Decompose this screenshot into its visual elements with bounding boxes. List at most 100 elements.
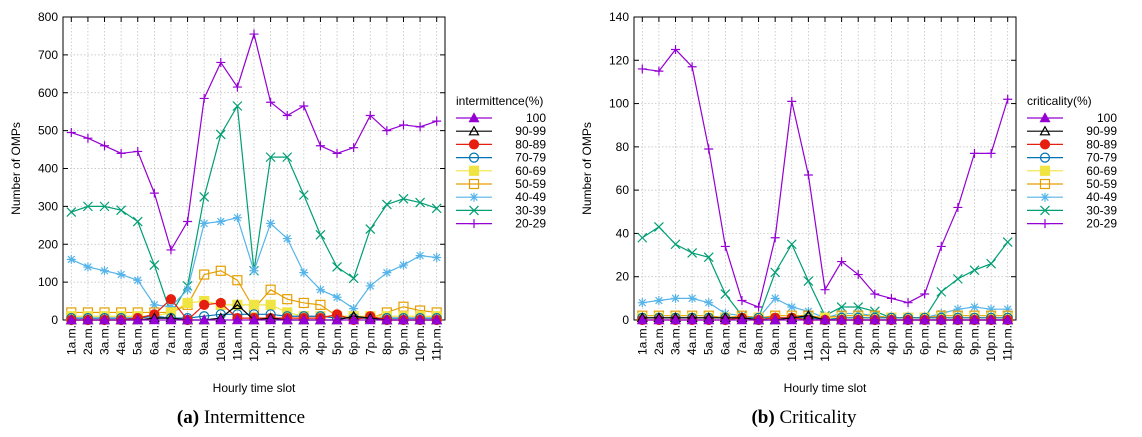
series-40-49 <box>66 213 442 314</box>
data-point <box>852 314 864 325</box>
data-point <box>232 275 243 286</box>
caption-intermittence: (a) Intermittence <box>91 407 391 429</box>
data-point <box>853 270 863 280</box>
legend-label: 20-29 <box>1086 217 1117 231</box>
data-point <box>232 82 242 92</box>
data-point <box>719 314 731 325</box>
data-point <box>985 314 997 325</box>
data-point <box>265 299 276 310</box>
legend-item: 70-79 <box>1027 151 1117 165</box>
data-point <box>397 314 409 325</box>
data-point <box>1003 94 1013 104</box>
data-point <box>398 260 408 270</box>
data-point <box>215 297 226 309</box>
data-point <box>115 314 127 325</box>
x-tick-label: 5a.m. <box>131 325 145 355</box>
legend-marker <box>1039 152 1051 163</box>
legend-item: 60-69 <box>1027 164 1117 178</box>
x-tick-label: 6p.m. <box>918 325 932 355</box>
y-tick-label: 0 <box>622 313 629 327</box>
data-point <box>183 217 193 227</box>
data-point <box>870 289 880 299</box>
legend-marker <box>1039 112 1051 123</box>
x-tick-label: 3a.m. <box>98 325 112 355</box>
x-tick-label: 2p.m. <box>851 325 865 355</box>
caption-text: Intermittence <box>203 407 306 428</box>
legend-title: criticality(%) <box>1027 94 1092 108</box>
data-point <box>215 265 226 276</box>
data-point <box>637 298 647 308</box>
series-20-29 <box>637 44 1013 312</box>
data-point <box>754 302 764 312</box>
data-point <box>969 302 979 312</box>
data-point <box>132 216 143 227</box>
y-axis-label: Number of OMPs <box>9 122 23 215</box>
caption-letter: (b) <box>751 407 775 428</box>
x-tick-label: 3a.m. <box>669 325 683 355</box>
y-tick-label: 20 <box>616 270 630 284</box>
data-point <box>282 110 292 120</box>
legend-marker <box>468 125 480 136</box>
x-tick-label: 4a.m. <box>114 325 128 355</box>
data-point <box>298 190 309 200</box>
data-point <box>265 284 276 295</box>
data-point <box>99 201 110 212</box>
legend-item: 20-29 <box>456 217 546 231</box>
legend-marker <box>1039 125 1051 136</box>
data-point <box>654 296 664 306</box>
x-axis-label: Hourly time slot <box>213 381 296 395</box>
x-axis: 1a.m. 2a.m. 3a.m. 4a.m. 5a.m. 6a.m. 7a.m. 8a.m.… <box>635 17 1015 362</box>
legend-label: 90-99 <box>515 124 546 138</box>
data-point <box>432 116 442 126</box>
legend-marker <box>1040 219 1050 229</box>
data-point <box>282 152 293 163</box>
data-point <box>299 101 309 111</box>
y-tick-label: 700 <box>38 48 58 62</box>
data-point <box>382 268 392 278</box>
data-point <box>216 57 226 67</box>
data-point <box>166 302 176 312</box>
data-point <box>802 314 814 325</box>
legend-label: 70-79 <box>515 151 546 165</box>
data-point <box>199 218 209 228</box>
data-point <box>199 93 209 103</box>
data-point <box>332 262 342 272</box>
legend-marker <box>468 178 480 190</box>
legend-marker <box>468 152 480 163</box>
data-point <box>315 229 326 240</box>
x-tick-label: 9a.m. <box>197 325 211 355</box>
data-point <box>132 314 144 325</box>
data-point <box>231 299 243 310</box>
data-point <box>199 269 210 280</box>
x-tick-label: 8p.m. <box>380 325 394 355</box>
legend-item: 80-89 <box>456 137 546 151</box>
data-point <box>653 314 665 325</box>
x-tick-label: 10a.m. <box>214 325 228 362</box>
data-point <box>133 146 143 156</box>
x-tick-label: 10p.m. <box>413 325 427 362</box>
data-point <box>282 234 292 244</box>
data-point <box>231 314 243 325</box>
x-tick-label: 4a.m. <box>685 325 699 355</box>
x-tick-label: 8p.m. <box>951 325 965 355</box>
y-tick-label: 0 <box>51 313 58 327</box>
data-point <box>349 143 359 153</box>
x-tick-label: 4p.m. <box>884 325 898 355</box>
x-tick-label: 8a.m. <box>181 325 195 355</box>
data-point <box>332 148 342 158</box>
data-point <box>1002 314 1014 325</box>
data-point <box>720 289 731 299</box>
data-point <box>149 188 159 198</box>
series-20-29 <box>66 29 442 255</box>
data-point <box>66 128 76 138</box>
data-point <box>199 191 210 202</box>
data-point <box>753 314 765 325</box>
data-point <box>282 294 293 305</box>
y-tick-label: 600 <box>38 86 58 100</box>
data-point <box>968 314 980 325</box>
data-point <box>969 265 980 276</box>
legend-item: 30-39 <box>1027 203 1117 217</box>
legend-label: 60-69 <box>1086 164 1117 178</box>
legend-title: intermittence(%) <box>456 94 543 108</box>
data-point <box>902 314 914 325</box>
